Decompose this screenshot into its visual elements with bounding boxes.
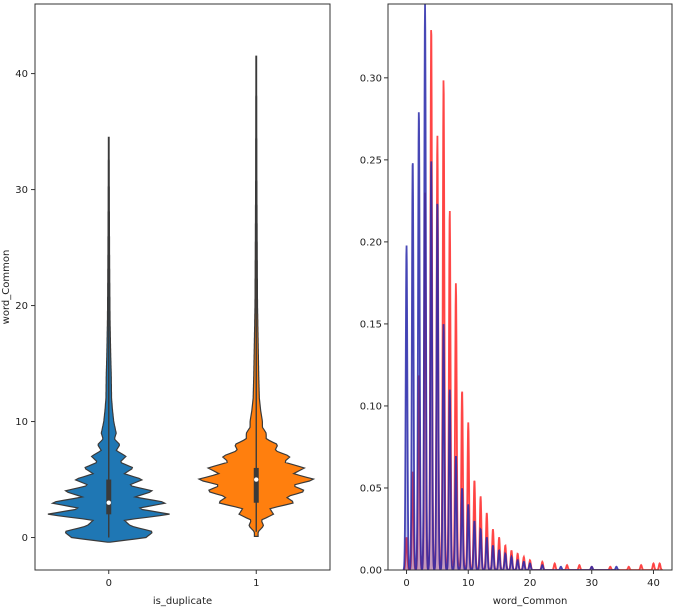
density-y-tick-label: 0.25: [360, 155, 382, 166]
violin-iqr-box-1: [253, 467, 259, 503]
density-y-tick-label: 0.00: [360, 566, 382, 577]
violin-y-axis-label: word_Common: [1, 250, 12, 325]
violin-y-tick-label: 0: [22, 533, 28, 544]
violin-y-tick-label: 20: [15, 301, 28, 312]
density-y-tick-label: 0.05: [360, 483, 382, 494]
density-x-tick-label: 0: [403, 578, 409, 589]
violin-median-0: [106, 500, 111, 505]
violin-y-ticks: 0 10 20 30 40: [15, 69, 35, 544]
density-x-tick-label: 30: [585, 578, 598, 589]
violin-x-tick-label: 0: [106, 578, 112, 589]
violin-group: [47, 55, 316, 543]
violin-x-tick-label: 1: [253, 578, 259, 589]
density-y-tick-label: 0.20: [360, 237, 382, 248]
density-series-group: [402, 4, 663, 570]
violin-iqr-box-0: [106, 479, 112, 515]
density-x-ticks: 0 10 20 30 40: [403, 570, 660, 589]
density-x-axis-label: word_Common: [493, 596, 568, 607]
violin-y-tick-label: 30: [15, 185, 28, 196]
density-x-tick-label: 10: [462, 578, 475, 589]
density-x-tick-label: 40: [647, 578, 660, 589]
violin-y-tick-label: 40: [15, 69, 28, 80]
violin-median-1: [254, 477, 259, 482]
density-line-2: [402, 4, 620, 570]
violin-x-axis-label: is_duplicate: [153, 596, 212, 607]
density-x-tick-label: 20: [524, 578, 537, 589]
violin-plot-frame: [34, 3, 331, 571]
density-y-tick-label: 0.30: [360, 73, 382, 84]
violin-y-tick-label: 10: [15, 417, 28, 428]
density-y-tick-label: 0.10: [360, 401, 382, 412]
density-y-ticks: 0.00 0.05 0.10 0.15 0.20 0.25 0.30: [360, 73, 388, 577]
density-chart: 0.00 0.05 0.10 0.15 0.20 0.25 0.30 0 10 20 30 40 w…: [360, 3, 673, 607]
density-y-tick-label: 0.15: [360, 319, 382, 330]
